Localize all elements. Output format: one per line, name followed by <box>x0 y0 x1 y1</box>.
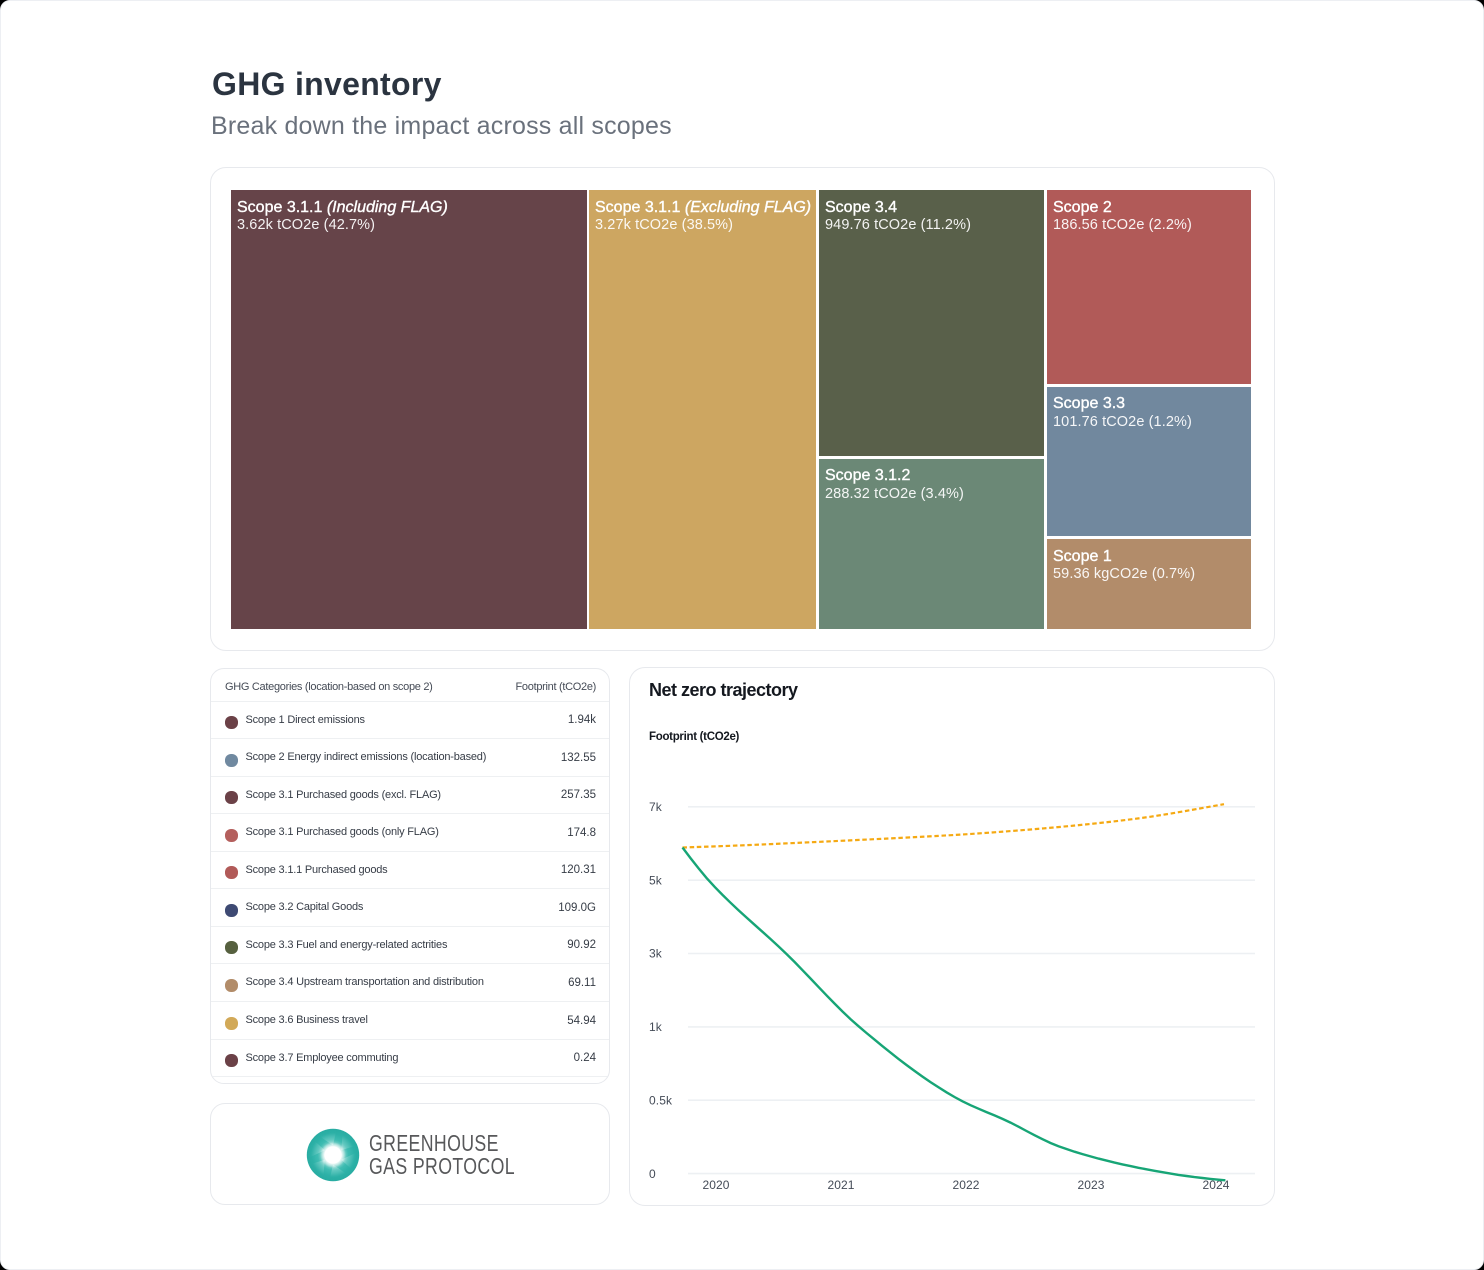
svg-text:0.5k: 0.5k <box>649 1093 673 1107</box>
svg-text:2023: 2023 <box>1077 1178 1104 1192</box>
svg-text:1k: 1k <box>649 1020 663 1034</box>
svg-text:2024: 2024 <box>1202 1178 1229 1192</box>
svg-text:0: 0 <box>649 1167 656 1181</box>
svg-text:5k: 5k <box>649 873 663 887</box>
svg-text:2021: 2021 <box>827 1178 854 1192</box>
svg-text:2020: 2020 <box>702 1178 729 1192</box>
svg-text:2022: 2022 <box>952 1178 979 1192</box>
svg-text:3k: 3k <box>649 947 663 961</box>
svg-text:7k: 7k <box>649 800 663 814</box>
